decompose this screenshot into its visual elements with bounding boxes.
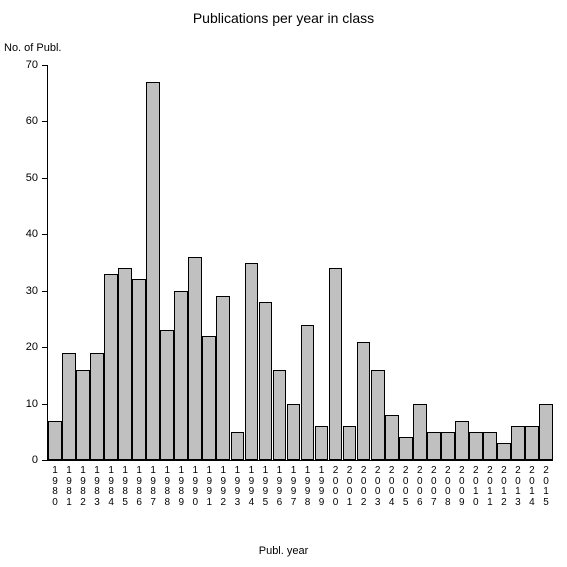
bar — [287, 404, 301, 460]
bar — [539, 404, 553, 460]
chart-title: Publications per year in class — [0, 10, 567, 26]
y-tick — [42, 178, 48, 179]
x-tick-label: 2015 — [538, 466, 554, 508]
bar — [315, 426, 329, 460]
bar — [511, 426, 525, 460]
bar — [90, 353, 104, 460]
bar — [455, 421, 469, 461]
y-tick-label: 30 — [26, 285, 38, 297]
bar — [118, 268, 132, 460]
y-tick — [42, 291, 48, 292]
bar — [469, 432, 483, 460]
bar — [399, 437, 413, 460]
bar — [259, 302, 273, 460]
bar — [245, 263, 259, 461]
y-axis-title: No. of Publ. — [4, 42, 61, 54]
bar — [231, 432, 245, 460]
bar — [174, 291, 188, 460]
bar — [525, 426, 539, 460]
bar — [413, 404, 427, 460]
bar — [329, 268, 343, 460]
bar — [188, 257, 202, 460]
plot-area: 0102030405060701980198119821983198419851… — [47, 65, 553, 461]
y-tick — [42, 347, 48, 348]
bar — [301, 325, 315, 460]
y-tick — [42, 121, 48, 122]
y-tick-label: 20 — [26, 341, 38, 353]
chart-container: Publications per year in class No. of Pu… — [0, 0, 567, 567]
bar — [62, 353, 76, 460]
bar — [160, 330, 174, 460]
bar — [202, 336, 216, 460]
bar — [132, 279, 146, 460]
bar — [48, 421, 62, 461]
bar — [146, 82, 160, 460]
y-tick — [42, 234, 48, 235]
bar — [427, 432, 441, 460]
bar — [343, 426, 357, 460]
bar — [216, 296, 230, 460]
bar — [441, 432, 455, 460]
y-tick — [42, 404, 48, 405]
y-tick — [42, 65, 48, 66]
x-axis-title: Publ. year — [0, 545, 567, 557]
y-tick-label: 50 — [26, 172, 38, 184]
y-tick — [42, 460, 48, 461]
y-tick-label: 60 — [26, 115, 38, 127]
y-tick-label: 70 — [26, 59, 38, 71]
bar — [104, 274, 118, 460]
bar — [371, 370, 385, 460]
bar — [497, 443, 511, 460]
bar — [357, 342, 371, 461]
bar — [76, 370, 90, 460]
bar — [483, 432, 497, 460]
y-tick-label: 40 — [26, 228, 38, 240]
y-tick-label: 10 — [26, 398, 38, 410]
bar — [273, 370, 287, 460]
y-tick-label: 0 — [32, 454, 38, 466]
bar — [385, 415, 399, 460]
